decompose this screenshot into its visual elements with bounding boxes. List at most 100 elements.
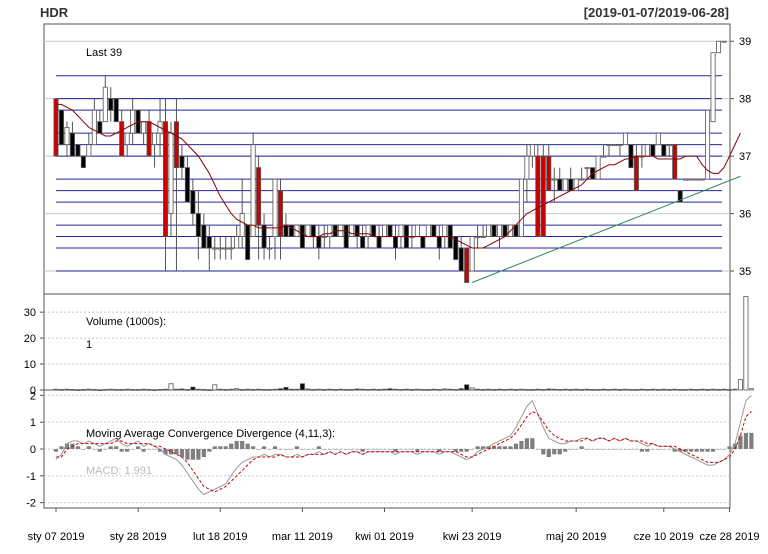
- macd-histogram-bar: [59, 446, 64, 449]
- candle-body: [518, 178, 524, 237]
- candle-body: [102, 86, 108, 123]
- macd-histogram-bar: [376, 449, 382, 450]
- macd-histogram-bar: [535, 449, 540, 450]
- candle-body: [699, 178, 705, 181]
- macd-histogram-bar: [322, 449, 327, 450]
- macd-histogram-bar: [431, 449, 436, 450]
- candle-body: [628, 144, 634, 169]
- macd-histogram-bar: [464, 449, 469, 452]
- last-price-annotation: Last 39: [86, 47, 122, 59]
- candle-body: [595, 155, 601, 180]
- macd-histogram-bar: [136, 446, 141, 449]
- candle-body: [694, 178, 700, 181]
- candle-body: [283, 224, 289, 237]
- macd-histogram-bar: [196, 449, 201, 460]
- price-y-tick-label: 36: [739, 209, 751, 221]
- macd-histogram-bar: [130, 449, 135, 450]
- x-tick-label: sty 28 2019: [110, 531, 167, 543]
- macd-histogram-bar: [338, 449, 343, 450]
- macd-histogram-bar: [694, 449, 699, 452]
- candle-body: [486, 224, 492, 237]
- candle-body: [75, 144, 81, 157]
- macd-histogram-bar: [218, 446, 223, 449]
- macd-histogram-bar: [393, 449, 398, 452]
- x-tick-label: kwi 01 2019: [355, 531, 414, 543]
- macd-value: MACD: 1.991: [86, 465, 152, 477]
- macd-histogram-bar: [623, 449, 628, 450]
- macd-histogram-bar: [595, 449, 601, 450]
- macd-histogram-bar: [530, 438, 535, 449]
- chart-title: HDR: [40, 5, 69, 20]
- macd-histogram-bar: [141, 449, 146, 452]
- macd-histogram-bar: [453, 449, 458, 452]
- candle-body: [343, 224, 349, 249]
- candle-body: [716, 40, 722, 54]
- macd-histogram-bar: [86, 446, 91, 449]
- macd-histogram-bar: [355, 449, 360, 450]
- macd-histogram-bar: [365, 449, 371, 450]
- macd-histogram-bar: [497, 446, 502, 449]
- macd-histogram-bar: [420, 449, 425, 450]
- macd-histogram-bar: [470, 449, 475, 450]
- candle-body: [141, 121, 147, 134]
- macd-histogram-bar: [251, 446, 256, 449]
- macd-y-tick-label: 0: [30, 444, 36, 456]
- macd-histogram-bar: [245, 443, 250, 449]
- macd-histogram-bar: [426, 449, 431, 450]
- macd-histogram-bar: [333, 449, 338, 450]
- candle-body: [152, 132, 158, 146]
- candle-body: [617, 144, 623, 147]
- candle-body: [349, 224, 355, 237]
- candle-body: [376, 236, 382, 249]
- candle-body: [305, 224, 311, 237]
- candle-body: [436, 236, 442, 249]
- candle-body: [53, 98, 59, 157]
- candle-body: [710, 52, 716, 123]
- candle-body: [69, 132, 75, 157]
- macd-histogram-bar: [234, 440, 239, 449]
- candle-body: [80, 155, 86, 169]
- macd-histogram-bar: [415, 449, 420, 452]
- macd-histogram-bar: [278, 449, 283, 450]
- macd-histogram-bar: [398, 449, 404, 450]
- candle-body: [91, 109, 97, 146]
- x-tick-label: kwi 23 2019: [443, 531, 502, 543]
- macd-histogram-bar: [64, 443, 70, 449]
- macd-histogram-bar: [519, 440, 524, 449]
- macd-histogram-bar: [699, 449, 705, 452]
- macd-histogram-bar: [300, 449, 305, 450]
- macd-histogram-bar: [437, 449, 442, 452]
- candle-body: [573, 178, 579, 191]
- macd-y-tick-label: 1: [30, 417, 36, 429]
- macd-histogram-bar: [283, 449, 289, 450]
- macd-histogram-bar: [513, 443, 519, 449]
- candle-body: [562, 178, 568, 191]
- macd-histogram-bar: [311, 449, 316, 450]
- candle-body: [354, 224, 360, 237]
- macd-histogram-bar: [579, 446, 584, 449]
- candle-body: [256, 167, 262, 226]
- volume-y-tick-label: 20: [24, 333, 36, 345]
- macd-histogram-bar: [628, 449, 634, 450]
- candle-body: [557, 178, 563, 191]
- x-tick-label: cze 28 2019: [700, 531, 760, 543]
- macd-histogram-bar: [491, 446, 497, 449]
- candle-body: [267, 247, 273, 250]
- macd-histogram-bar: [738, 435, 743, 449]
- candle-body: [524, 155, 530, 180]
- macd-histogram-bar: [387, 449, 393, 450]
- macd-histogram-bar: [574, 449, 579, 450]
- macd-histogram-bar: [716, 449, 721, 450]
- macd-histogram-bar: [689, 449, 694, 452]
- macd-histogram-bar: [294, 446, 300, 449]
- macd-histogram-bar: [114, 446, 119, 449]
- macd-histogram-bar: [448, 449, 453, 450]
- candle-body: [130, 109, 136, 134]
- candle-body: [371, 224, 377, 237]
- candle-body: [360, 236, 366, 249]
- candle-body: [277, 190, 283, 237]
- candle-body: [677, 190, 683, 203]
- candle-body: [234, 236, 240, 249]
- macd-histogram-bar: [174, 449, 179, 455]
